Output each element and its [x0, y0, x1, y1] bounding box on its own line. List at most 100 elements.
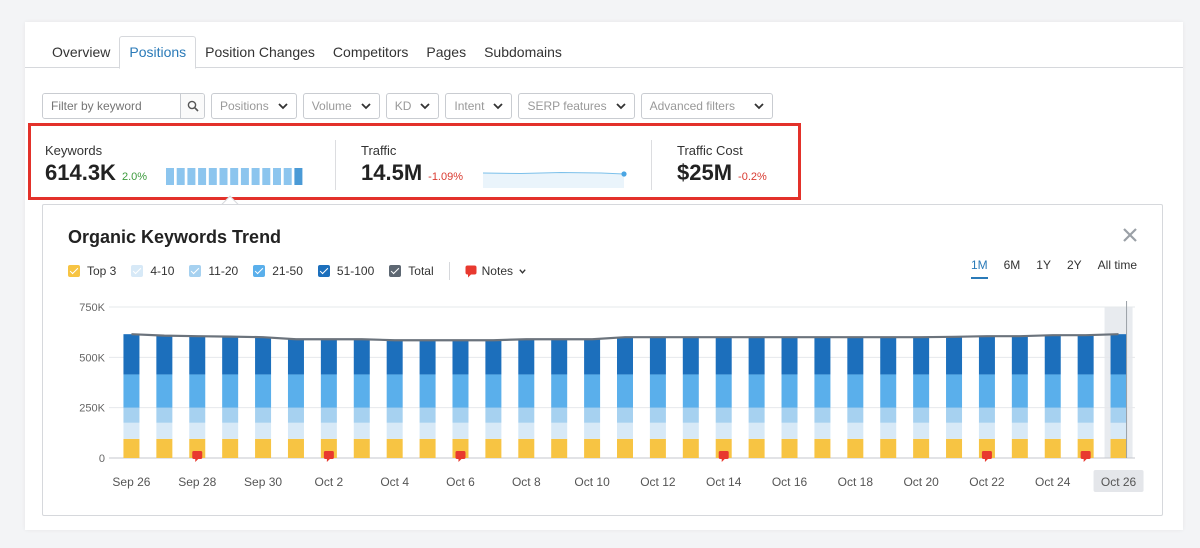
- bar-segment[interactable]: [978, 336, 995, 375]
- tab-overview[interactable]: Overview: [52, 44, 111, 60]
- note-marker[interactable]: [192, 451, 203, 462]
- bar-segment[interactable]: [946, 374, 963, 408]
- bar-segment[interactable]: [649, 438, 666, 458]
- legend-top-3[interactable]: Top 3: [68, 264, 116, 278]
- bar-segment[interactable]: [748, 337, 765, 375]
- traffic-cost-metric[interactable]: Traffic Cost $25M -0.2%: [677, 143, 767, 186]
- bar-segment[interactable]: [880, 407, 897, 423]
- legend-51-100[interactable]: 51-100: [317, 264, 374, 278]
- bar-segment[interactable]: [847, 407, 864, 423]
- bar-segment[interactable]: [255, 422, 272, 439]
- bar-segment[interactable]: [1044, 438, 1061, 458]
- bar-segment[interactable]: [814, 438, 831, 458]
- bar-segment[interactable]: [518, 438, 535, 458]
- period-all-time[interactable]: All time: [1097, 258, 1137, 272]
- legend-4-10[interactable]: 4-10: [131, 264, 174, 278]
- bar-segment[interactable]: [847, 374, 864, 408]
- bar-segment[interactable]: [419, 374, 436, 408]
- bar-segment[interactable]: [452, 407, 469, 423]
- bar-segment[interactable]: [551, 438, 568, 458]
- bar-segment[interactable]: [617, 422, 633, 439]
- bar-segment[interactable]: [485, 374, 502, 408]
- bar-segment[interactable]: [320, 374, 337, 408]
- tab-positions[interactable]: Positions: [119, 36, 197, 69]
- bar-segment[interactable]: [847, 422, 864, 439]
- bar-segment[interactable]: [1011, 422, 1028, 439]
- legend-total[interactable]: Total: [389, 264, 434, 278]
- bar-segment[interactable]: [255, 438, 272, 458]
- bar-segment[interactable]: [880, 438, 897, 458]
- bar-segment[interactable]: [353, 438, 370, 458]
- bar-segment[interactable]: [222, 407, 239, 423]
- bar-segment[interactable]: [386, 422, 403, 439]
- legend-11-20[interactable]: 11-20: [189, 264, 238, 278]
- period-2y[interactable]: 2Y: [1066, 258, 1082, 272]
- bar-segment[interactable]: [584, 339, 601, 375]
- bar-segment[interactable]: [287, 374, 304, 408]
- bar-segment[interactable]: [485, 340, 502, 375]
- tab-position-changes[interactable]: Position Changes: [205, 44, 315, 60]
- period-1y[interactable]: 1Y: [1036, 258, 1051, 272]
- bar-segment[interactable]: [518, 407, 535, 423]
- bar-segment[interactable]: [287, 438, 304, 458]
- serp-features-dropdown[interactable]: SERP features: [518, 93, 635, 119]
- legend-21-50[interactable]: 21-50: [253, 264, 303, 278]
- bar-segment[interactable]: [1077, 407, 1094, 423]
- bar-segment[interactable]: [814, 407, 831, 423]
- bar-segment[interactable]: [1044, 374, 1061, 408]
- bar-segment[interactable]: [452, 422, 469, 439]
- bar-segment[interactable]: [847, 438, 864, 458]
- keyword-filter-input[interactable]: [43, 94, 180, 118]
- note-marker[interactable]: [455, 451, 466, 462]
- bar-segment[interactable]: [1110, 438, 1127, 458]
- bar-segment[interactable]: [255, 374, 272, 408]
- bar-segment[interactable]: [781, 422, 798, 439]
- bar-segment[interactable]: [419, 422, 436, 439]
- bar-segment[interactable]: [715, 407, 732, 423]
- bar-segment[interactable]: [880, 337, 897, 375]
- bar-segment[interactable]: [617, 374, 633, 408]
- bar-segment[interactable]: [1110, 334, 1127, 375]
- note-marker[interactable]: [1080, 451, 1091, 462]
- bar-segment[interactable]: [452, 340, 469, 375]
- bar-segment[interactable]: [222, 336, 239, 375]
- bar-segment[interactable]: [386, 374, 403, 408]
- bar-segment[interactable]: [189, 422, 206, 439]
- note-marker[interactable]: [718, 451, 729, 462]
- bar-segment[interactable]: [1044, 422, 1061, 439]
- bar-segment[interactable]: [1044, 335, 1061, 375]
- bar-segment[interactable]: [1011, 374, 1028, 408]
- bar-segment[interactable]: [649, 422, 666, 439]
- bar-segment[interactable]: [1011, 438, 1028, 458]
- bar-segment[interactable]: [156, 335, 173, 375]
- bar-segment[interactable]: [123, 374, 140, 408]
- bar-segment[interactable]: [1077, 335, 1094, 375]
- bar-segment[interactable]: [913, 422, 930, 439]
- bar-segment[interactable]: [880, 422, 897, 439]
- bar-segment[interactable]: [353, 339, 370, 375]
- bar-segment[interactable]: [123, 438, 140, 458]
- period-1m[interactable]: 1M: [970, 258, 988, 279]
- bar-segment[interactable]: [1077, 374, 1094, 408]
- bar-segment[interactable]: [617, 407, 633, 423]
- tab-competitors[interactable]: Competitors: [332, 44, 409, 60]
- bar-segment[interactable]: [1110, 407, 1127, 423]
- bar-segment[interactable]: [649, 337, 666, 375]
- bar-segment[interactable]: [123, 334, 140, 375]
- bar-segment[interactable]: [189, 407, 206, 423]
- bar-segment[interactable]: [551, 339, 568, 375]
- bar-segment[interactable]: [682, 374, 699, 408]
- bar-segment[interactable]: [649, 374, 666, 408]
- bar-segment[interactable]: [584, 407, 601, 423]
- bar-segment[interactable]: [287, 407, 304, 423]
- bar-segment[interactable]: [485, 438, 502, 458]
- close-icon[interactable]: [1122, 227, 1138, 243]
- bar-segment[interactable]: [320, 407, 337, 423]
- bar-segment[interactable]: [123, 407, 140, 423]
- bar-segment[interactable]: [617, 438, 633, 458]
- bar-segment[interactable]: [1044, 407, 1061, 423]
- tab-subdomains[interactable]: Subdomains: [484, 44, 562, 60]
- bar-segment[interactable]: [814, 374, 831, 408]
- bar-segment[interactable]: [913, 337, 930, 375]
- bar-segment[interactable]: [386, 340, 403, 375]
